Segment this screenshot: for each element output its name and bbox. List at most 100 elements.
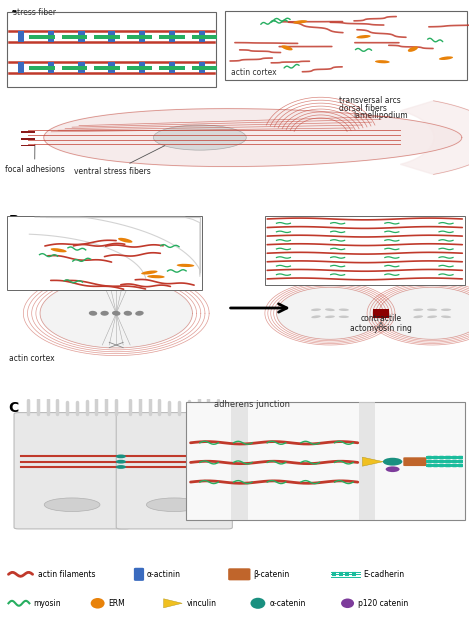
Ellipse shape <box>135 311 144 316</box>
Polygon shape <box>379 287 474 339</box>
FancyBboxPatch shape <box>186 402 465 520</box>
FancyBboxPatch shape <box>127 35 153 38</box>
Ellipse shape <box>44 498 100 512</box>
Ellipse shape <box>339 309 349 311</box>
FancyBboxPatch shape <box>228 569 250 581</box>
FancyBboxPatch shape <box>116 413 232 529</box>
Bar <box>169 62 175 73</box>
Ellipse shape <box>118 238 133 243</box>
Bar <box>48 62 55 73</box>
Ellipse shape <box>116 454 126 458</box>
Text: vinculin: vinculin <box>187 599 217 608</box>
Ellipse shape <box>141 271 157 274</box>
Polygon shape <box>363 457 383 466</box>
FancyBboxPatch shape <box>62 66 87 69</box>
FancyBboxPatch shape <box>226 11 467 80</box>
Ellipse shape <box>441 309 451 311</box>
Text: β-catenin: β-catenin <box>253 570 290 579</box>
Text: stress fiber: stress fiber <box>13 8 55 17</box>
Text: dorsal fibers: dorsal fibers <box>339 103 387 112</box>
Text: E-cadherin: E-cadherin <box>364 570 404 579</box>
Ellipse shape <box>311 309 321 311</box>
Bar <box>109 31 115 42</box>
Text: ventral stress fibers: ventral stress fibers <box>74 146 165 176</box>
Ellipse shape <box>124 311 132 316</box>
Text: adherens junction: adherens junction <box>214 400 290 410</box>
Ellipse shape <box>441 316 451 318</box>
Ellipse shape <box>408 47 418 52</box>
Ellipse shape <box>356 35 371 38</box>
Text: C: C <box>9 401 18 415</box>
FancyBboxPatch shape <box>231 402 248 520</box>
Ellipse shape <box>439 56 453 60</box>
Text: transversal arcs: transversal arcs <box>339 96 401 105</box>
Bar <box>18 31 24 42</box>
Text: A: A <box>9 9 19 23</box>
Text: actin cortex: actin cortex <box>9 354 55 363</box>
Text: B: B <box>9 214 19 228</box>
FancyBboxPatch shape <box>403 457 427 466</box>
FancyBboxPatch shape <box>159 66 185 69</box>
Ellipse shape <box>281 45 292 50</box>
FancyBboxPatch shape <box>21 138 35 139</box>
FancyBboxPatch shape <box>62 35 87 38</box>
FancyBboxPatch shape <box>21 131 35 133</box>
FancyBboxPatch shape <box>21 144 35 146</box>
Text: ERM: ERM <box>108 599 125 608</box>
Ellipse shape <box>325 309 335 311</box>
Ellipse shape <box>100 311 109 316</box>
FancyBboxPatch shape <box>265 216 465 285</box>
Bar <box>199 62 205 73</box>
FancyBboxPatch shape <box>7 12 216 88</box>
Bar <box>48 31 55 42</box>
FancyBboxPatch shape <box>134 568 144 581</box>
FancyBboxPatch shape <box>94 35 120 38</box>
Bar <box>169 31 175 42</box>
Ellipse shape <box>293 20 307 24</box>
Ellipse shape <box>116 465 126 469</box>
Text: p120 catenin: p120 catenin <box>358 599 408 608</box>
Text: actin cortex: actin cortex <box>231 68 277 77</box>
Bar <box>109 62 115 73</box>
Text: myosin: myosin <box>34 599 61 608</box>
FancyBboxPatch shape <box>359 402 375 520</box>
FancyBboxPatch shape <box>127 66 153 69</box>
Text: α-catenin: α-catenin <box>270 599 306 608</box>
Ellipse shape <box>116 460 126 464</box>
FancyBboxPatch shape <box>159 35 185 38</box>
Text: focal adhesions: focal adhesions <box>5 144 64 174</box>
Ellipse shape <box>427 316 437 318</box>
Ellipse shape <box>413 309 423 311</box>
Ellipse shape <box>383 457 402 466</box>
Ellipse shape <box>250 598 265 609</box>
FancyBboxPatch shape <box>14 413 130 529</box>
Text: contractile
actomyosin ring: contractile actomyosin ring <box>350 314 412 333</box>
Ellipse shape <box>386 466 400 472</box>
Polygon shape <box>401 101 474 174</box>
Polygon shape <box>40 278 192 348</box>
Bar <box>78 62 85 73</box>
Ellipse shape <box>341 598 354 608</box>
FancyBboxPatch shape <box>373 309 389 317</box>
Text: α-actinin: α-actinin <box>146 570 181 579</box>
Ellipse shape <box>91 598 105 608</box>
Bar <box>199 31 205 42</box>
Ellipse shape <box>89 311 97 316</box>
FancyBboxPatch shape <box>29 35 55 38</box>
Ellipse shape <box>325 316 335 318</box>
FancyBboxPatch shape <box>7 216 202 290</box>
Ellipse shape <box>375 60 390 63</box>
Text: actin filaments: actin filaments <box>38 570 96 579</box>
Text: lamellipodium: lamellipodium <box>353 111 408 121</box>
Ellipse shape <box>427 309 437 311</box>
FancyBboxPatch shape <box>192 66 218 69</box>
Bar <box>138 62 145 73</box>
Ellipse shape <box>147 275 165 278</box>
Ellipse shape <box>146 498 202 512</box>
Polygon shape <box>277 287 383 339</box>
Ellipse shape <box>177 264 194 267</box>
Bar <box>18 62 24 73</box>
Ellipse shape <box>51 248 67 252</box>
Ellipse shape <box>311 316 321 318</box>
FancyBboxPatch shape <box>94 66 120 69</box>
